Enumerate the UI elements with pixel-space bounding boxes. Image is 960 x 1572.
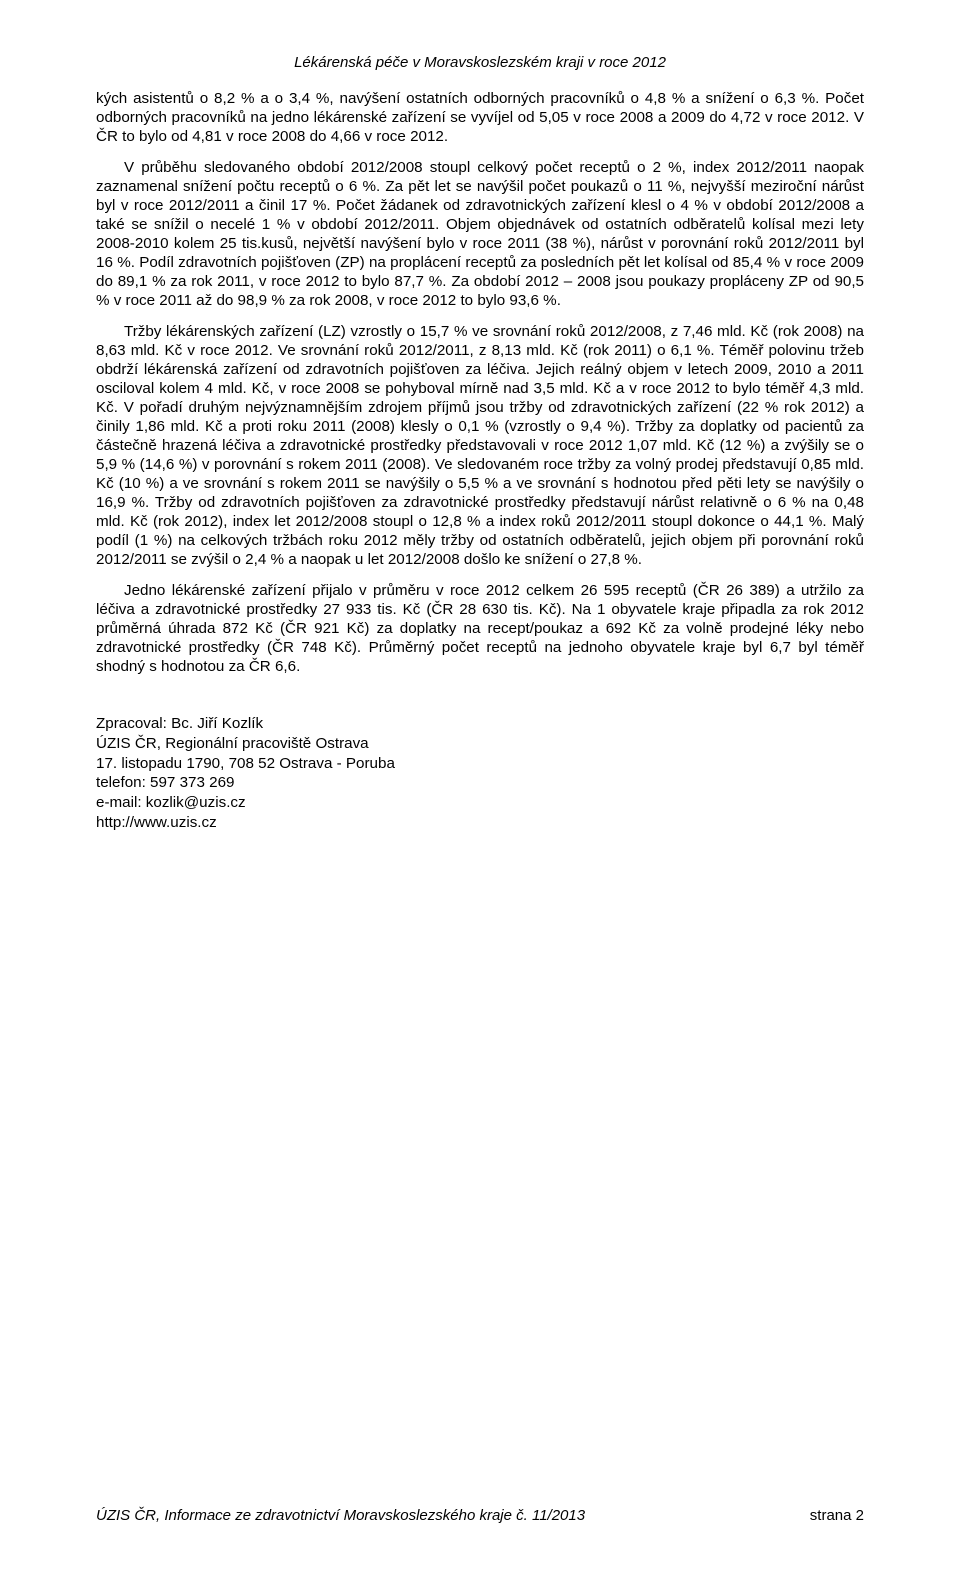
contact-author: Zpracoval: Bc. Jiří Kozlík — [96, 714, 864, 734]
paragraph-2: V průběhu sledovaného období 2012/2008 s… — [96, 158, 864, 310]
contact-address: 17. listopadu 1790, 708 52 Ostrava - Por… — [96, 754, 864, 774]
contact-block: Zpracoval: Bc. Jiří Kozlík ÚZIS ČR, Regi… — [96, 714, 864, 833]
paragraph-3: Tržby lékárenských zařízení (LZ) vzrostl… — [96, 322, 864, 569]
contact-web: http://www.uzis.cz — [96, 813, 864, 833]
page-header: Lékárenská péče v Moravskoslezském kraji… — [96, 54, 864, 71]
footer-left: ÚZIS ČR, Informace ze zdravotnictví Mora… — [96, 1507, 585, 1524]
page-footer: ÚZIS ČR, Informace ze zdravotnictví Mora… — [96, 1507, 864, 1524]
footer-right: strana 2 — [810, 1507, 864, 1524]
contact-org: ÚZIS ČR, Regionální pracoviště Ostrava — [96, 734, 864, 754]
paragraph-4: Jedno lékárenské zařízení přijalo v prům… — [96, 581, 864, 676]
contact-phone: telefon: 597 373 269 — [96, 773, 864, 793]
header-title: Lékárenská péče v Moravskoslezském kraji… — [294, 54, 666, 71]
paragraph-1: kých asistentů o 8,2 % a o 3,4 %, navýše… — [96, 89, 864, 146]
contact-email: e-mail: kozlik@uzis.cz — [96, 793, 864, 813]
